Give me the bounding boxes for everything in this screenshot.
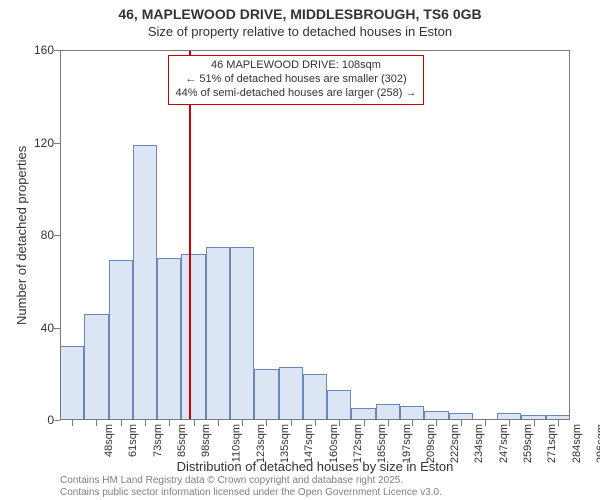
x-tick-label: 61sqm (127, 424, 139, 457)
x-tick-label: 48sqm (103, 424, 115, 457)
x-tick (436, 420, 437, 426)
x-tick (169, 420, 170, 426)
y-axis-title: Number of detached properties (14, 50, 29, 420)
y-tick (54, 235, 60, 236)
x-tick (218, 420, 219, 426)
chart-title-block: 46, MAPLEWOOD DRIVE, MIDDLESBROUGH, TS6 … (0, 0, 600, 40)
x-tick (315, 420, 316, 426)
y-tick-label: 120 (34, 136, 54, 150)
y-tick (54, 143, 60, 144)
x-tick (266, 420, 267, 426)
x-tick (145, 420, 146, 426)
x-tick-label: 222sqm (449, 424, 461, 463)
x-tick (194, 420, 195, 426)
x-tick-label: 185sqm (376, 424, 388, 463)
x-tick (242, 420, 243, 426)
y-tick (54, 420, 60, 421)
y-tick (54, 328, 60, 329)
x-tick-label: 197sqm (401, 424, 413, 463)
x-tick-label: 160sqm (328, 424, 340, 463)
x-tick-label: 259sqm (522, 424, 534, 463)
x-tick-label: 296sqm (595, 424, 600, 463)
x-tick-label: 85sqm (176, 424, 188, 457)
x-tick (72, 420, 73, 426)
x-tick-label: 234sqm (474, 424, 486, 463)
y-tick-label: 0 (47, 413, 54, 427)
x-tick (461, 420, 462, 426)
x-tick-label: 247sqm (498, 424, 510, 463)
y-tick-label: 40 (41, 321, 54, 335)
x-tick-label: 147sqm (304, 424, 316, 463)
x-tick (121, 420, 122, 426)
x-tick (485, 420, 486, 426)
footer-attribution: Contains HM Land Registry data © Crown c… (60, 475, 442, 498)
y-tick-label: 160 (34, 43, 54, 57)
chart-title-line2: Size of property relative to detached ho… (0, 24, 600, 40)
footer-line1: Contains HM Land Registry data © Crown c… (60, 475, 442, 487)
x-tick (558, 420, 559, 426)
x-tick (96, 420, 97, 426)
x-tick (388, 420, 389, 426)
y-tick-label: 80 (41, 228, 54, 242)
x-tick-label: 209sqm (425, 424, 437, 463)
annotation-line2: ← 51% of detached houses are smaller (30… (175, 73, 417, 87)
chart-container: 46, MAPLEWOOD DRIVE, MIDDLESBROUGH, TS6 … (0, 0, 600, 500)
x-tick-label: 284sqm (571, 424, 583, 463)
x-tick-label: 110sqm (230, 424, 242, 462)
x-tick-label: 73sqm (152, 424, 164, 457)
annotation-box: 46 MAPLEWOOD DRIVE: 108sqm ← 51% of deta… (168, 55, 424, 105)
annotation-line1: 46 MAPLEWOOD DRIVE: 108sqm (175, 59, 417, 73)
x-axis-title: Distribution of detached houses by size … (60, 459, 570, 474)
plot-area: 0408012016048sqm61sqm73sqm85sqm98sqm110s… (60, 50, 570, 420)
chart-title-line1: 46, MAPLEWOOD DRIVE, MIDDLESBROUGH, TS6 … (0, 6, 600, 24)
x-tick (291, 420, 292, 426)
footer-line2: Contains public sector information licen… (60, 487, 442, 499)
x-tick-label: 271sqm (546, 424, 558, 463)
y-tick (54, 50, 60, 51)
ticks-layer: 0408012016048sqm61sqm73sqm85sqm98sqm110s… (60, 50, 570, 420)
annotation-line3: 44% of semi-detached houses are larger (… (175, 87, 417, 101)
x-tick-label: 135sqm (279, 424, 291, 463)
x-tick (509, 420, 510, 426)
x-tick (534, 420, 535, 426)
x-tick (364, 420, 365, 426)
x-tick-label: 172sqm (352, 424, 364, 463)
x-tick-label: 123sqm (255, 424, 267, 463)
x-tick-label: 98sqm (200, 424, 212, 457)
x-tick (412, 420, 413, 426)
x-tick (339, 420, 340, 426)
